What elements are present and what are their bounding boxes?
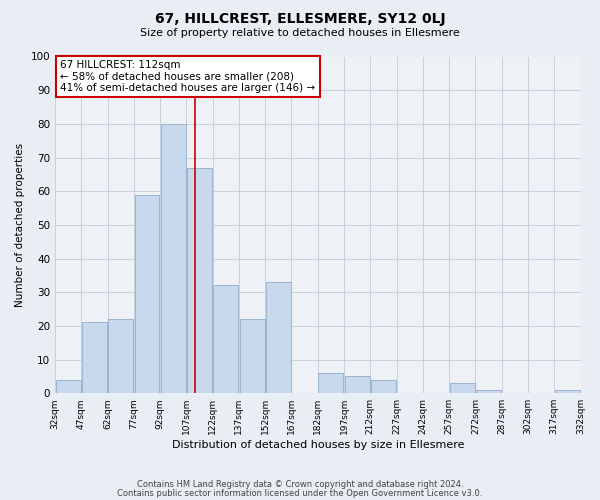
Text: Contains public sector information licensed under the Open Government Licence v3: Contains public sector information licen…	[118, 489, 482, 498]
Bar	[371, 380, 396, 393]
Text: Contains HM Land Registry data © Crown copyright and database right 2024.: Contains HM Land Registry data © Crown c…	[137, 480, 463, 489]
Bar	[56, 380, 80, 393]
Bar	[214, 286, 238, 393]
Bar	[82, 322, 107, 393]
Text: 67 HILLCREST: 112sqm
← 58% of detached houses are smaller (208)
41% of semi-deta: 67 HILLCREST: 112sqm ← 58% of detached h…	[60, 60, 316, 93]
Bar	[266, 282, 291, 393]
Y-axis label: Number of detached properties: Number of detached properties	[15, 143, 25, 307]
Bar	[187, 168, 212, 393]
Bar	[134, 194, 160, 393]
Text: Size of property relative to detached houses in Ellesmere: Size of property relative to detached ho…	[140, 28, 460, 38]
Bar	[345, 376, 370, 393]
X-axis label: Distribution of detached houses by size in Ellesmere: Distribution of detached houses by size …	[172, 440, 464, 450]
Bar	[450, 383, 475, 393]
Text: 67, HILLCREST, ELLESMERE, SY12 0LJ: 67, HILLCREST, ELLESMERE, SY12 0LJ	[155, 12, 445, 26]
Bar	[555, 390, 580, 393]
Bar	[161, 124, 186, 393]
Bar	[476, 390, 501, 393]
Bar	[319, 373, 343, 393]
Bar	[239, 319, 265, 393]
Bar	[108, 319, 133, 393]
